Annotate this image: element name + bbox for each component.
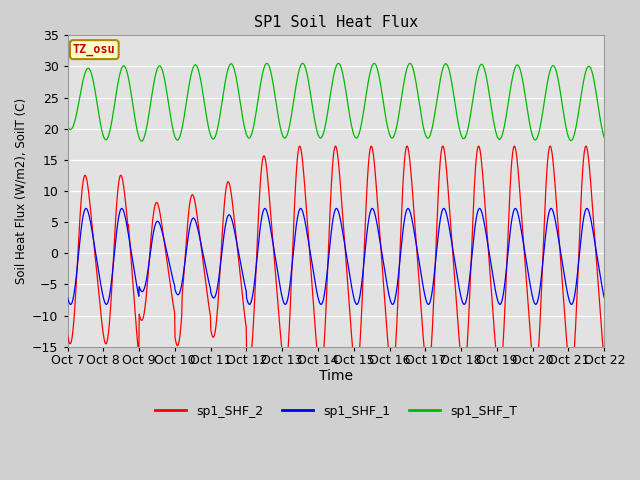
- sp1_SHF_T: [312, 126, 320, 132]
- sp1_SHF_1: [312, 285, 320, 291]
- sp1_SHF_1: [127, 247, 135, 253]
- sp1_SHF_2: [600, 358, 608, 363]
- sp1_SHF_1: [291, 231, 299, 237]
- sp1_SHF_T: [127, 89, 135, 95]
- sp1_SHF_1: [105, 295, 113, 300]
- sp1_SHF_2: [281, 370, 289, 376]
- sp1_SHF_T: [138, 138, 145, 144]
- sp1_SHF_T: [303, 70, 310, 75]
- sp1_SHF_1: [600, 295, 608, 300]
- Legend: sp1_SHF_2, sp1_SHF_1, sp1_SHF_T: sp1_SHF_2, sp1_SHF_1, sp1_SHF_T: [150, 400, 522, 423]
- sp1_SHF_2: [312, 340, 320, 346]
- Y-axis label: Soil Heat Flux (W/m2), SoilT (C): Soil Heat Flux (W/m2), SoilT (C): [15, 98, 28, 284]
- sp1_SHF_2: [105, 324, 113, 330]
- sp1_SHF_T: [406, 60, 413, 66]
- sp1_SHF_T: [64, 123, 72, 129]
- X-axis label: Time: Time: [319, 370, 353, 384]
- sp1_SHF_1: [64, 295, 72, 300]
- sp1_SHF_1: [303, 226, 310, 232]
- Line: sp1_SHF_1: sp1_SHF_1: [68, 208, 604, 304]
- sp1_SHF_1: [333, 205, 340, 211]
- sp1_SHF_1: [317, 301, 325, 307]
- sp1_SHF_2: [127, 254, 135, 260]
- Title: SP1 Soil Heat Flux: SP1 Soil Heat Flux: [254, 15, 418, 30]
- sp1_SHF_2: [64, 332, 72, 337]
- Text: TZ_osu: TZ_osu: [73, 43, 116, 56]
- sp1_SHF_T: [105, 131, 113, 137]
- Line: sp1_SHF_T: sp1_SHF_T: [68, 63, 604, 141]
- sp1_SHF_T: [600, 135, 608, 141]
- sp1_SHF_T: [292, 85, 300, 91]
- sp1_SHF_2: [292, 180, 300, 186]
- sp1_SHF_2: [303, 210, 310, 216]
- sp1_SHF_1: [370, 207, 378, 213]
- sp1_SHF_2: [511, 143, 518, 149]
- sp1_SHF_T: [369, 61, 377, 67]
- Line: sp1_SHF_2: sp1_SHF_2: [68, 146, 604, 373]
- sp1_SHF_2: [369, 151, 377, 157]
